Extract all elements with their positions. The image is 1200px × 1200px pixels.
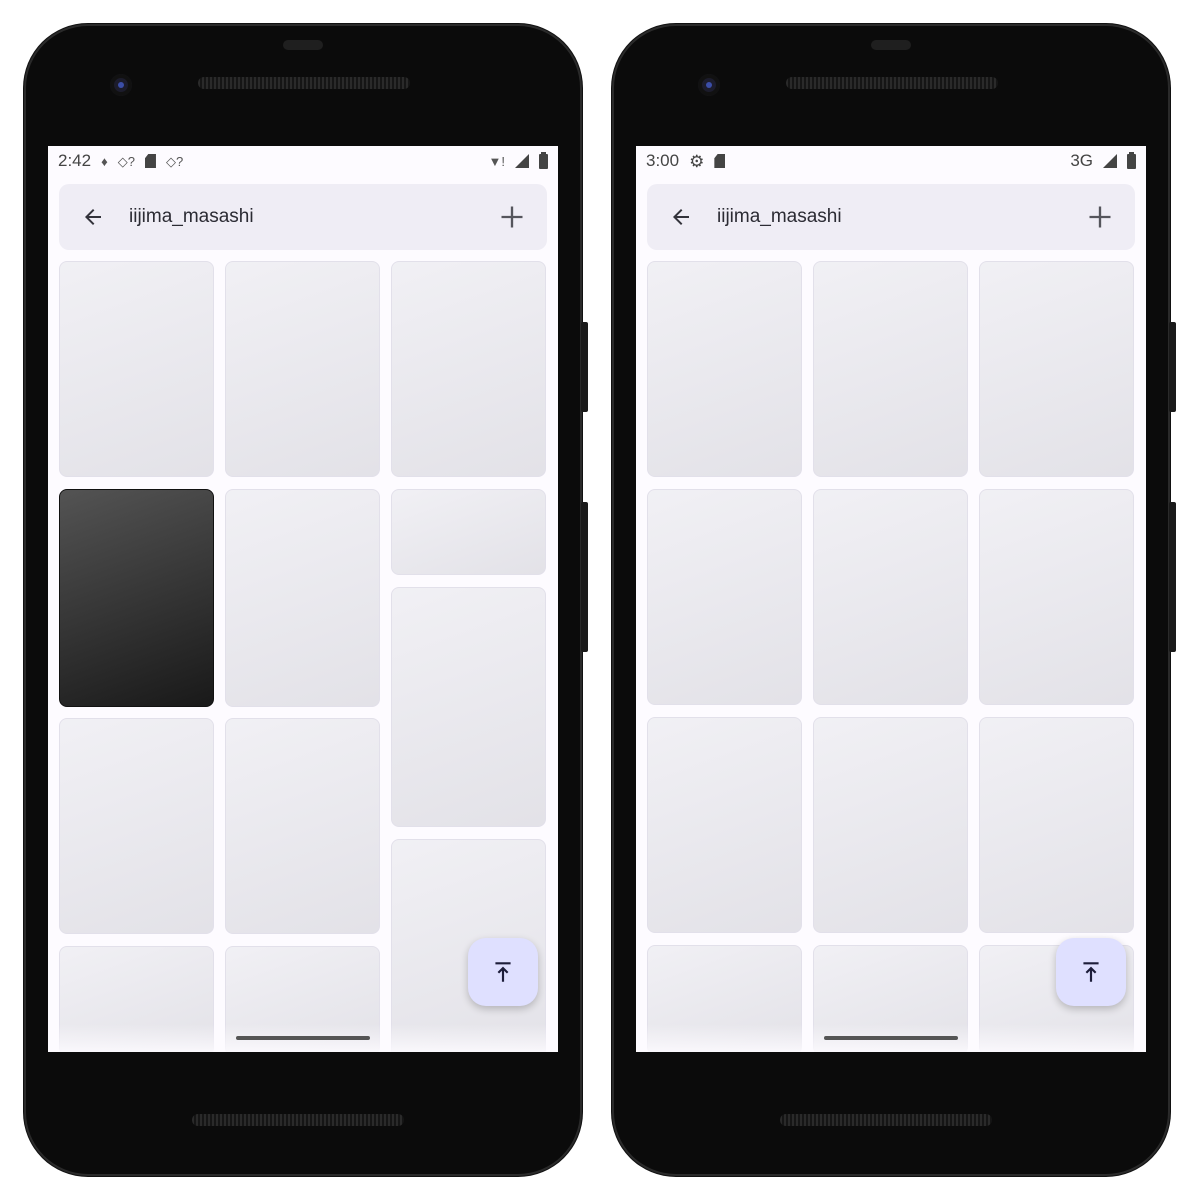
battery-icon: [539, 151, 548, 169]
image-grid: [59, 261, 547, 1052]
volume-button: [1169, 502, 1176, 652]
scroll-to-top-button[interactable]: [468, 938, 538, 1006]
phone-left: 2:42 ♦ ◇? ◇? ▼! iijima_masashi: [24, 24, 588, 1176]
arrow-back-icon[interactable]: [79, 203, 107, 231]
scroll-to-top-icon: [1083, 962, 1099, 982]
power-button: [581, 322, 588, 412]
app-bar: iijima_masashi: [647, 184, 1135, 250]
cell-signal-icon: [515, 154, 529, 168]
front-camera-icon: [110, 74, 132, 96]
image-tile[interactable]: [813, 489, 968, 705]
bottom-speaker: [780, 1114, 992, 1126]
image-tile[interactable]: [647, 489, 802, 705]
battery-icon: [1127, 151, 1136, 169]
earpiece-notch: [871, 40, 911, 50]
image-tile[interactable]: [391, 261, 546, 477]
status-time: 2:42: [58, 151, 92, 170]
image-tile[interactable]: [59, 718, 214, 934]
sd-card-icon: [144, 154, 156, 168]
sd-card-icon: [714, 154, 726, 168]
cell-signal-icon: [1103, 154, 1117, 168]
image-grid: [647, 261, 1135, 1052]
scroll-to-top-icon: [495, 962, 511, 982]
page-title: iijima_masashi: [129, 206, 254, 227]
image-tile[interactable]: [225, 489, 380, 707]
plus-icon[interactable]: [497, 202, 527, 232]
image-tile[interactable]: [59, 261, 214, 477]
image-tile[interactable]: [979, 717, 1134, 933]
image-tile[interactable]: [813, 717, 968, 933]
volume-button: [581, 502, 588, 652]
image-tile[interactable]: [813, 261, 968, 477]
image-tile[interactable]: [979, 489, 1134, 705]
nfc-icon: ♦: [101, 153, 108, 169]
gesture-home-bar[interactable]: [236, 1036, 370, 1040]
screen: 3:00 ⚙ 3G iijima_masashi: [636, 146, 1146, 1052]
network-type: 3G: [1070, 151, 1093, 170]
top-speaker: [786, 77, 998, 89]
wifi-unknown-icon: ◇?: [117, 153, 135, 169]
wifi-icon: ▼!: [488, 153, 505, 169]
front-camera-icon: [698, 74, 720, 96]
scroll-to-top-button[interactable]: [1056, 938, 1126, 1006]
wifi-unknown-icon-2: ◇?: [165, 153, 184, 169]
image-tile[interactable]: [647, 717, 802, 933]
phone-right: 3:00 ⚙ 3G iijima_masashi: [612, 24, 1176, 1176]
arrow-back-icon[interactable]: [667, 203, 695, 231]
page-title: iijima_masashi: [717, 206, 842, 227]
gear-icon: ⚙: [689, 151, 705, 171]
image-tile[interactable]: [391, 489, 546, 575]
image-tile[interactable]: [225, 718, 380, 934]
screen: 2:42 ♦ ◇? ◇? ▼! iijima_masashi: [48, 146, 558, 1052]
earpiece-notch: [283, 40, 323, 50]
image-tile[interactable]: [647, 261, 802, 477]
power-button: [1169, 322, 1176, 412]
image-tile[interactable]: [979, 261, 1134, 477]
image-tile[interactable]: [59, 489, 214, 707]
top-speaker: [198, 77, 410, 89]
app-bar: iijima_masashi: [59, 184, 547, 250]
status-time: 3:00: [646, 151, 680, 170]
status-bar: 2:42 ♦ ◇? ◇? ▼!: [48, 146, 558, 176]
status-bar: 3:00 ⚙ 3G: [636, 146, 1146, 176]
bottom-speaker: [192, 1114, 404, 1126]
plus-icon[interactable]: [1085, 202, 1115, 232]
image-tile[interactable]: [225, 261, 380, 477]
image-tile[interactable]: [391, 587, 546, 827]
gesture-home-bar[interactable]: [824, 1036, 958, 1040]
